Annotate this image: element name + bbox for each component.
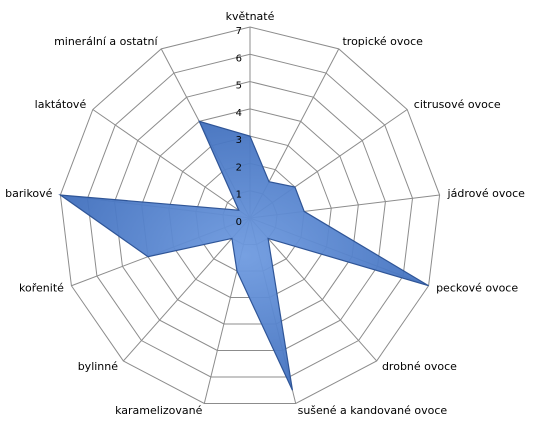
category-label: peckové ovoce: [436, 282, 518, 295]
grid-line: [86, 53, 414, 378]
category-label: karamelizované: [115, 404, 203, 417]
category-label: laktátové: [35, 98, 87, 111]
category-label: jádrové ovoce: [447, 187, 526, 200]
y-tick-label: 6: [236, 53, 242, 64]
category-label: bylinné: [78, 360, 119, 373]
category-label: barikové: [5, 187, 53, 200]
category-label: kořenité: [19, 282, 64, 295]
category-label: minerální a ostatní: [54, 35, 158, 48]
y-tick-label: 0: [236, 217, 242, 228]
spoke: [249, 217, 378, 362]
category-label: drobné ovoce: [382, 360, 457, 373]
category-label: tropické ovoce: [342, 35, 423, 48]
grid-line: [114, 81, 386, 351]
grid-line: [59, 26, 441, 404]
y-tick-label: 2: [236, 162, 242, 173]
radar-area: [58, 120, 429, 391]
category-label: sušené a kandované ovoce: [298, 404, 448, 417]
y-tick-label: 3: [236, 135, 242, 146]
spoke: [122, 217, 251, 362]
category-label: citrusové ovoce: [414, 98, 501, 111]
y-tick-label: 1: [236, 190, 242, 201]
y-tick-label: 5: [236, 81, 242, 92]
y-tick-label: 7: [236, 26, 242, 37]
grid-line: [141, 108, 359, 325]
category-label: květnaté: [226, 10, 275, 23]
spoke: [92, 109, 251, 219]
y-tick-label: 4: [236, 108, 242, 119]
